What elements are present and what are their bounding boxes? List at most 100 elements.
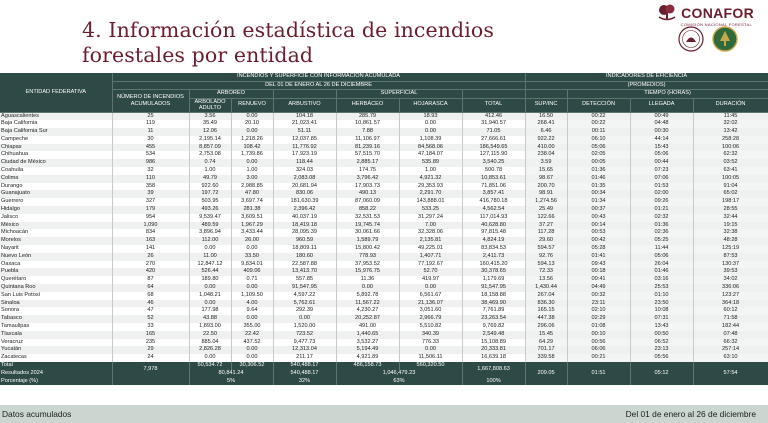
cell-entidad: Durango (0, 182, 113, 191)
cell-arbolado: 22.50 (189, 330, 232, 339)
cell-arbustivo: 12,313.04 (273, 346, 337, 355)
cell-duracion: 63:10 (693, 354, 768, 362)
cell-entidad: Campeche (0, 135, 113, 144)
cell-duracion: 182:44 (693, 322, 768, 331)
cell-hojarasca: 0.00 (399, 120, 463, 128)
cell-entidad: Zacatecas (0, 354, 113, 362)
cell-hojarasca: 533.25 (399, 205, 463, 214)
cell-duracion: 32:02 (693, 120, 768, 128)
table-row: Tlaxcala 165 22.50 22.42 723.52 1,440.65 340.3… (0, 330, 768, 339)
header-tiempo: TIEMPO (HORAS) (567, 89, 768, 99)
total-hojarasca: 560,320.50 (399, 361, 463, 370)
cell-sup-inc: 122.66 (525, 213, 568, 222)
cell-sup-inc: 410.00 (525, 143, 568, 152)
cell-duracion: 198:17 (693, 198, 768, 206)
cell-num-incendios: 327 (112, 198, 190, 206)
cell-herbaceo: 4,230.27 (336, 307, 400, 316)
cell-total: 83,834.53 (462, 244, 526, 253)
resultados-arboreo: 80,841.24 (189, 369, 274, 378)
cell-arbustivo: 18,809.11 (273, 244, 337, 253)
cell-num-incendios: 39 (112, 190, 190, 199)
cell-hojarasca: 0.00 (399, 346, 463, 355)
cell-duracion: 66:32 (693, 338, 768, 347)
table-row: Yucatán 29 2,826.28 0.00 12,313.04 5,194.49 0.… (0, 346, 768, 355)
cell-sup-inc: 200.70 (525, 182, 568, 191)
cell-llegada: 02:00 (630, 190, 694, 199)
cell-hojarasca: 49,225.01 (399, 244, 463, 253)
cell-renuevo: 1,218.26 (231, 135, 274, 144)
cell-arbustivo: 4,597.22 (273, 291, 337, 300)
cell-arbolado: 197.72 (189, 190, 232, 199)
cell-entidad: Yucatán (0, 346, 113, 355)
cell-renuevo: 9.64 (231, 307, 274, 316)
cell-hojarasca: 2,291.70 (399, 190, 463, 199)
cell-duracion: 336:06 (693, 283, 768, 292)
cell-llegada: 44:14 (630, 135, 694, 144)
header-hojarasca: HOJARASCA (399, 98, 463, 113)
cell-hojarasca: 6,561.67 (399, 291, 463, 300)
cell-entidad: Aguascalientes (0, 112, 113, 121)
cell-renuevo: 0.00 (231, 127, 274, 136)
cell-llegada: 02:36 (630, 229, 694, 238)
cell-duracion: 364:18 (693, 299, 768, 308)
cell-total: 7,761.89 (462, 307, 526, 316)
cell-num-incendios: 30 (112, 135, 190, 144)
cell-arbolado: 43.88 (189, 315, 232, 323)
cell-hojarasca: 2,966.79 (399, 315, 463, 323)
cell-arbustivo: 91,547.95 (273, 283, 337, 292)
cell-sup-inc: 98.91 (525, 190, 568, 199)
cell-duracion: 257:14 (693, 346, 768, 355)
cell-llegada: 01:10 (630, 291, 694, 300)
cell-arbolado: 2,826.28 (189, 346, 232, 355)
cell-arbustivo: 557.85 (273, 276, 337, 284)
cell-duracion: 65:02 (693, 190, 768, 199)
page-title: 4. Información estadística de incendios … (82, 18, 494, 67)
brand-subtitle: COMISIÓN NACIONAL FORESTAL (680, 22, 752, 27)
cell-num-incendios: 68 (112, 291, 190, 300)
cell-entidad: Nayarit (0, 244, 113, 253)
header-arbolado: ARBOLADO ADULTO (189, 98, 232, 113)
header-arbustivo: ARBUSTIVO (273, 98, 337, 113)
table-row: Sinaloa 46 0.00 4.00 5,762.61 11,567.22 21,136… (0, 299, 768, 308)
cell-arbustivo: 723.52 (273, 330, 337, 339)
cell-deteccion: 00:11 (567, 127, 631, 136)
total-arbolado: 50,534.72 (189, 361, 232, 370)
cell-sup-inc: 16.50 (525, 112, 568, 121)
table-row: México 1,090 489.59 1,967.29 18,419.18 19,745… (0, 221, 768, 230)
cell-herbaceo: 1,589.79 (336, 237, 400, 245)
cell-arbustivo: 28,095.39 (273, 229, 337, 238)
cell-entidad: Guerrero (0, 198, 113, 206)
porcentaje-arboreo: 5% (189, 377, 274, 386)
cell-renuevo: 1,739.86 (231, 151, 274, 160)
cell-hojarasca: 1.00 (399, 166, 463, 175)
cell-sup-inc: 594.13 (525, 260, 568, 269)
cell-num-incendios: 11 (112, 127, 190, 136)
cell-deteccion: 01:41 (567, 252, 631, 261)
cell-sup-inc: 72.33 (525, 268, 568, 277)
cell-llegada: 07:31 (630, 315, 694, 323)
header-llegada: LLEGADA (630, 98, 694, 113)
cell-hojarasca: 18.93 (399, 112, 463, 121)
cell-renuevo: 3,697.74 (231, 198, 274, 206)
cell-arbolado: 0.00 (189, 244, 232, 253)
cell-num-incendios: 834 (112, 229, 190, 238)
cell-deteccion: 00:32 (567, 291, 631, 300)
cell-llegada: 05:56 (630, 354, 694, 362)
cell-herbaceo: 32,531.53 (336, 213, 400, 222)
cell-arbustivo: 17,923.19 (273, 151, 337, 160)
cell-duracion: 63:41 (693, 166, 768, 175)
cell-herbaceo: 11,106.97 (336, 135, 400, 144)
table-row: Campeche 30 2,195.14 1,218.26 12,037.85 11,10… (0, 135, 768, 144)
cell-hojarasca: 5,510.82 (399, 322, 463, 331)
cell-num-incendios: 87 (112, 276, 190, 284)
cell-llegada: 26:04 (630, 260, 694, 269)
cell-arbolado: 3,896.94 (189, 229, 232, 238)
cell-total: 18,158.88 (462, 291, 526, 300)
cell-llegada: 05:06 (630, 252, 694, 261)
cell-llegada: 13:43 (630, 322, 694, 331)
cell-entidad: Veracruz (0, 338, 113, 347)
cell-num-incendios: 26 (112, 252, 190, 261)
header-arboreo: ARBÓREO (189, 89, 274, 99)
cell-herbaceo: 20,252.87 (336, 315, 400, 323)
cell-hojarasca: 3,051.60 (399, 307, 463, 316)
